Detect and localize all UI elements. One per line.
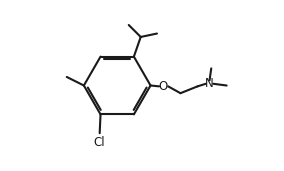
Text: N: N bbox=[205, 77, 214, 90]
Text: Cl: Cl bbox=[94, 136, 105, 149]
Text: O: O bbox=[159, 80, 168, 93]
